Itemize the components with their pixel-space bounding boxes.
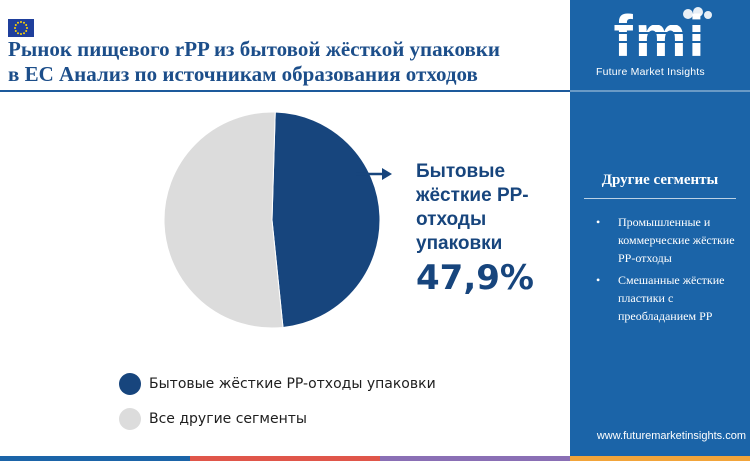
sidebar-divider xyxy=(570,90,750,92)
legend-item-other: Все другие сегменты xyxy=(119,407,436,431)
other-segments-list: • Промышленные и коммерческие жёсткие PP… xyxy=(596,213,746,329)
bullet-icon: • xyxy=(596,215,601,229)
fmi-logo-mark: fmi xyxy=(608,4,712,69)
segment-label: Смешанные жёсткие пластики с преобладани… xyxy=(618,273,725,323)
segments-underline xyxy=(584,198,736,199)
segment-label: Промышленные и коммерческие жёсткие PP-о… xyxy=(618,215,735,265)
bar-segment-purple xyxy=(380,456,570,461)
legend-swatch-other xyxy=(119,408,141,430)
fmi-logo: fmi Future Market Insights xyxy=(570,0,750,90)
callout-arrow xyxy=(356,168,392,180)
title-block: Рынок пищевого rPP из бытовой жёсткой уп… xyxy=(8,16,560,87)
bottom-color-bar xyxy=(0,456,750,461)
legend-item-household: Бытовые жёсткие PP-отходы упаковки xyxy=(119,372,436,396)
title-divider xyxy=(0,90,570,92)
pie-slice-household xyxy=(271,112,381,328)
brand-name: Future Market Insights xyxy=(596,66,705,78)
legend-label-household: Бытовые жёсткие PP-отходы упаковки xyxy=(149,376,436,392)
legend-swatch-household xyxy=(119,373,141,395)
website-link[interactable]: www.futuremarketinsights.com xyxy=(596,430,746,442)
main-panel: Рынок пищевого rPP из бытовой жёсткой уп… xyxy=(0,16,570,442)
bar-segment-blue xyxy=(0,456,190,461)
page-title: Рынок пищевого rPP из бытовой жёсткой уп… xyxy=(8,37,528,87)
segment-item: • Промышленные и коммерческие жёсткие PP… xyxy=(596,213,746,267)
callout-percentage: 47,9% xyxy=(416,258,534,298)
eu-flag-icon xyxy=(8,19,34,37)
title-line-1: Рынок пищевого rPP из бытовой жёсткой уп… xyxy=(8,37,500,61)
pie-slice-other xyxy=(163,112,284,329)
bullet-icon: • xyxy=(596,273,601,287)
other-segments-title: Другие сегменты xyxy=(601,172,719,188)
sidebar: fmi Future Market Insights Другие сегмен… xyxy=(570,0,750,456)
bar-segment-red xyxy=(190,456,380,461)
segment-item: • Смешанные жёсткие пластики с преоблада… xyxy=(596,271,746,325)
globe-icon xyxy=(683,7,712,19)
title-line-2: в ЕС Анализ по источникам образования от… xyxy=(8,62,478,86)
legend-label-other: Все другие сегменты xyxy=(149,411,307,427)
logo-stripes xyxy=(608,23,712,43)
bar-segment-orange xyxy=(570,456,750,461)
callout-label: Бытовые жёсткие PP-отходы упаковки xyxy=(416,161,529,254)
pie-chart xyxy=(163,112,392,329)
chart-legend: Бытовые жёсткие PP-отходы упаковки Все д… xyxy=(119,372,436,442)
